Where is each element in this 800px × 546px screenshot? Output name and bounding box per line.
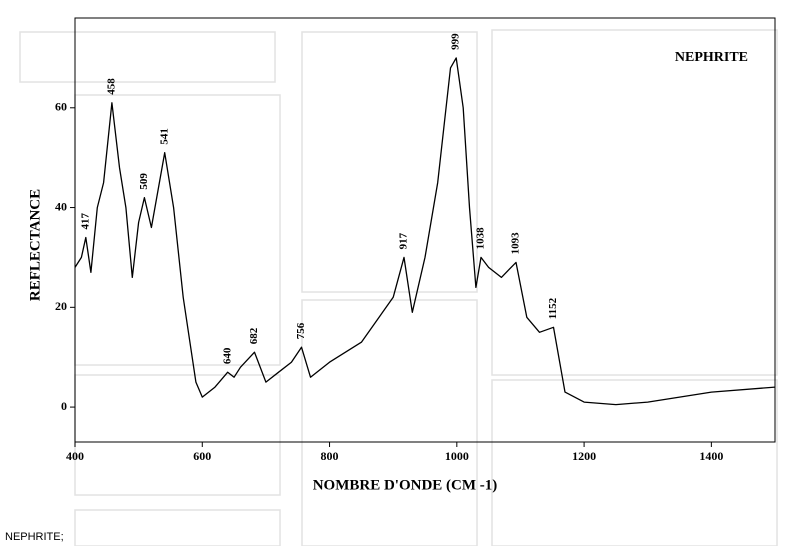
peak-label: 1093 [510, 232, 522, 255]
peak-label: 1038 [475, 227, 487, 250]
x-axis-label: NOMBRE D'ONDE (CM -1) [313, 477, 498, 493]
peak-label: 999 [450, 33, 462, 50]
scanned-form-background [19, 29, 778, 546]
y-axis-label: REFLECTANCE [27, 189, 43, 301]
peak-label: 541 [158, 128, 170, 145]
peak-label: 458 [105, 78, 117, 95]
x-tick-label: 1000 [445, 449, 469, 463]
x-tick-label: 600 [193, 449, 211, 463]
x-tick-label: 1200 [572, 449, 596, 463]
x-tick-label: 800 [321, 449, 339, 463]
peak-label: 640 [221, 347, 233, 364]
y-tick-label: 60 [55, 100, 67, 114]
plot-frame [74, 17, 776, 443]
x-tick-label: 1400 [699, 449, 723, 463]
peak-label: 917 [398, 232, 410, 249]
peak-label: 509 [138, 173, 150, 190]
x-tick-label: 400 [66, 449, 84, 463]
peak-label: 417 [79, 212, 91, 229]
y-tick-label: 20 [55, 299, 67, 313]
peak-label: 682 [248, 327, 260, 344]
peak-label: 756 [295, 322, 307, 339]
chart-title: NEPHRITE [675, 50, 748, 65]
caption: NEPHRITE; [5, 531, 64, 543]
spectrum-line [74, 57, 776, 406]
y-tick-label: 40 [55, 199, 67, 213]
y-tick-label: 0 [61, 399, 67, 413]
peak-label: 1152 [547, 297, 559, 319]
